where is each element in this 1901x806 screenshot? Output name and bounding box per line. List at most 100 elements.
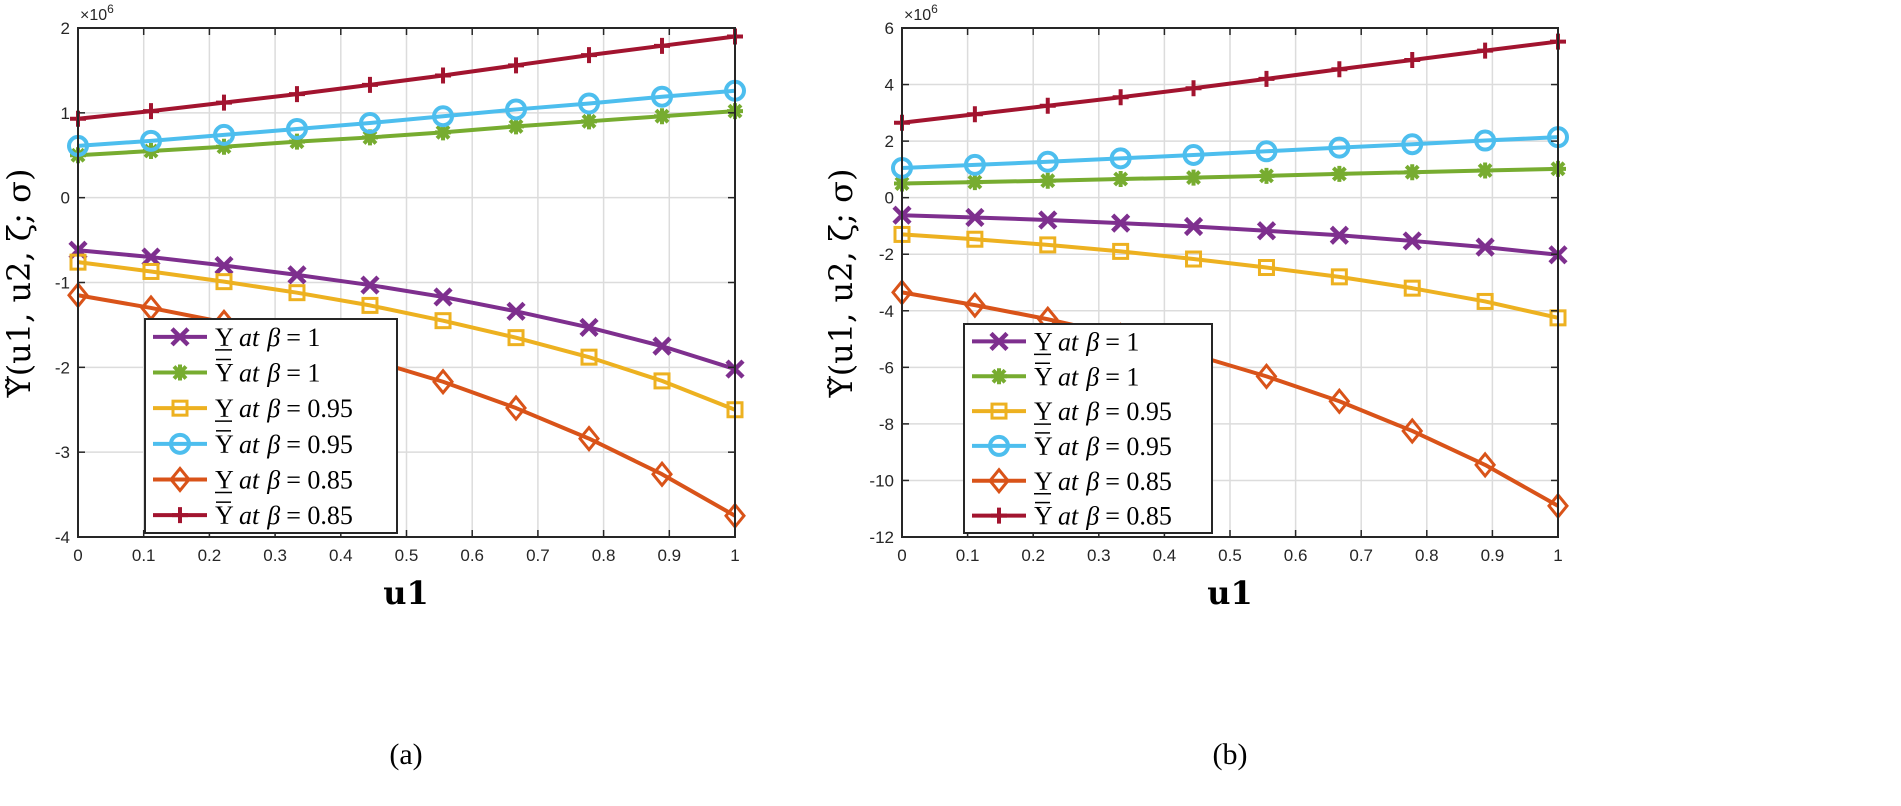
x-tick-label: 1 xyxy=(1553,546,1562,565)
data-point xyxy=(361,76,378,93)
data-point xyxy=(360,275,380,295)
exponent-power: 6 xyxy=(107,2,114,16)
axes: 0 0.1 0.2 0.3 0.4 0.5 0.6 0.7 0.8 0.9 1 -12 -10 -8 -6 -… xyxy=(869,2,1562,565)
legend-beta: β xyxy=(1085,327,1099,356)
y-axis-label: Υ̃(u1, u2, ζ; σ) xyxy=(0,169,38,399)
data-point xyxy=(1331,61,1348,78)
data-point xyxy=(1185,250,1203,268)
data-point xyxy=(1185,80,1202,97)
legend-eq: = xyxy=(286,323,307,352)
legend-label: at β = 0.95 xyxy=(1058,432,1172,461)
legend-beta: β xyxy=(266,323,280,352)
legend-beta-value: 1 xyxy=(307,359,320,388)
legend-marker xyxy=(169,432,191,455)
data-point xyxy=(651,85,674,108)
legend-marker xyxy=(169,466,191,493)
legend-at: at xyxy=(239,466,260,495)
series-line xyxy=(901,232,1559,320)
data-point xyxy=(1255,363,1278,390)
data-point xyxy=(581,47,598,64)
data-point xyxy=(652,336,672,356)
data-point xyxy=(142,103,159,120)
data-point xyxy=(215,138,232,155)
data-point xyxy=(1330,268,1348,286)
exponent-power: 6 xyxy=(931,2,938,16)
legend-marker xyxy=(991,507,1007,524)
axes: 0 0.1 0.2 0.3 0.4 0.5 0.6 0.7 0.8 0.9 1 -4 -3 -2 -1 0 1 2… xyxy=(55,2,740,565)
data-point xyxy=(963,153,986,176)
data-point xyxy=(361,296,379,314)
data-point xyxy=(215,273,233,291)
legend-at: at xyxy=(1058,362,1079,391)
x-tick-label: 0.3 xyxy=(263,546,287,565)
legend-symbol: Υ xyxy=(1034,362,1053,391)
exponent-base: ×10 xyxy=(904,7,931,24)
x-tick-label: 0.9 xyxy=(1481,546,1505,565)
figure-caption: (b) xyxy=(1213,738,1248,771)
data-point xyxy=(1255,140,1278,163)
axis-exponent: ×106 xyxy=(904,2,938,24)
legend-box xyxy=(144,318,398,534)
data-point xyxy=(965,207,985,228)
data-point xyxy=(581,113,598,130)
legend-symbol: Υ xyxy=(1034,327,1053,356)
legend-symbol: Υ xyxy=(1034,467,1053,496)
data-point xyxy=(653,372,671,390)
x-tick-label: 0.3 xyxy=(1087,546,1111,565)
legend-beta-value: 0.85 xyxy=(307,466,353,495)
data-point xyxy=(434,312,452,330)
data-point xyxy=(1039,97,1056,114)
data-point xyxy=(508,57,525,74)
x-tick-label: 0.1 xyxy=(132,546,156,565)
data-point xyxy=(432,368,454,396)
legend-at: at xyxy=(239,501,260,530)
legend-label: at β = 1 xyxy=(1058,362,1139,391)
data-point xyxy=(1475,237,1495,257)
y-tick-label: -10 xyxy=(869,471,894,490)
legend-symbol: Υ xyxy=(215,394,234,423)
series-3 xyxy=(891,126,1569,179)
series-line xyxy=(901,166,1559,186)
y-tick-label: -1 xyxy=(55,274,70,293)
data-point xyxy=(966,106,983,123)
x-tick-label: 0.2 xyxy=(1021,546,1045,565)
y-tick-label: -3 xyxy=(55,443,70,462)
legend-label: at β = 0.95 xyxy=(239,394,353,423)
y-axis-label: Υ̃(u1, u2, ζ; σ) xyxy=(822,169,860,399)
legend-eq: = xyxy=(1105,362,1126,391)
legend-label: at β = 0.95 xyxy=(239,430,353,459)
legend-at: at xyxy=(1058,327,1079,356)
x-tick-label: 0.4 xyxy=(1153,546,1177,565)
legend-eq: = xyxy=(286,430,307,459)
data-point xyxy=(212,123,235,146)
data-point xyxy=(1111,213,1131,233)
data-point xyxy=(963,291,986,319)
data-point xyxy=(1109,147,1132,170)
data-point xyxy=(1258,167,1275,184)
data-point xyxy=(578,92,601,115)
series-line xyxy=(901,290,1559,508)
exponent-base: ×10 xyxy=(80,7,107,24)
legend-label: at β = 0.85 xyxy=(239,466,353,495)
legend-beta: β xyxy=(1085,397,1099,426)
data-point xyxy=(1185,169,1202,186)
legend-label: at β = 0.85 xyxy=(1058,502,1172,531)
data-point xyxy=(435,124,452,141)
legend-marker xyxy=(171,399,189,417)
y-tick-label: -2 xyxy=(879,245,894,264)
data-point xyxy=(1331,165,1348,182)
data-point xyxy=(1038,210,1058,230)
legend-beta: β xyxy=(1085,502,1099,531)
y-tick-label: 1 xyxy=(61,104,70,123)
legend-marker xyxy=(988,467,1010,495)
legend-eq: = xyxy=(286,359,307,388)
